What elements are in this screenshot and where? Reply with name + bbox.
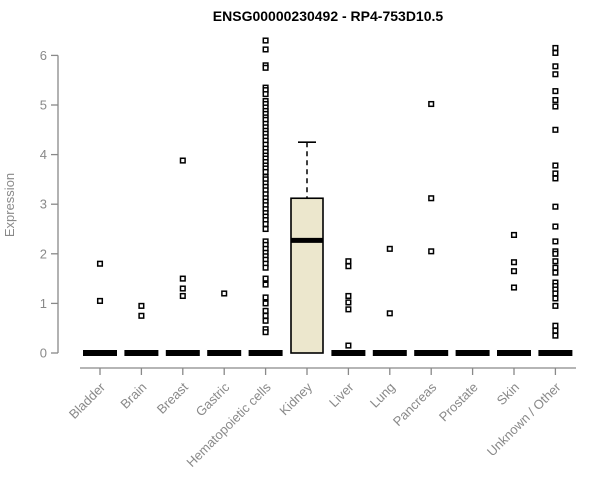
outlier-point bbox=[552, 290, 559, 297]
outlier-point bbox=[179, 292, 186, 300]
outlier-point bbox=[96, 297, 104, 304]
box bbox=[290, 197, 324, 354]
outlier-point bbox=[552, 264, 559, 271]
y-tick-label: 1 bbox=[40, 296, 47, 311]
outlier-point bbox=[262, 64, 269, 71]
outlier-point bbox=[262, 225, 269, 233]
outlier-point bbox=[552, 295, 559, 302]
x-tick-label: Pancreas bbox=[390, 379, 440, 429]
outlier-point bbox=[552, 162, 559, 169]
outlier-point bbox=[262, 46, 269, 53]
outlier-point bbox=[552, 322, 559, 329]
outlier-point bbox=[386, 310, 393, 317]
x-tick-label: Lung bbox=[367, 380, 398, 411]
outlier-point bbox=[345, 306, 352, 313]
outlier-point bbox=[428, 100, 435, 108]
x-tick-label: Brain bbox=[117, 380, 149, 412]
outlier-point bbox=[552, 175, 559, 182]
y-tick-label: 2 bbox=[40, 246, 47, 261]
outlier-point bbox=[552, 44, 559, 52]
outlier-point bbox=[552, 103, 559, 110]
outlier-point bbox=[552, 258, 559, 265]
x-tick-label: Prostate bbox=[436, 380, 481, 425]
outlier-point bbox=[510, 231, 518, 239]
y-tick-label: 4 bbox=[40, 147, 47, 162]
outlier-point bbox=[510, 259, 518, 266]
outlier-point bbox=[179, 285, 186, 292]
outlier-point bbox=[345, 258, 352, 265]
outlier-point bbox=[552, 63, 559, 70]
outlier-point bbox=[262, 281, 269, 288]
y-tick-label: 0 bbox=[40, 346, 47, 361]
outlier-point bbox=[510, 284, 518, 291]
outlier-point bbox=[552, 332, 559, 339]
outlier-point bbox=[428, 195, 435, 202]
outlier-point bbox=[138, 312, 145, 319]
outlier-point bbox=[262, 220, 269, 228]
outlier-point bbox=[552, 71, 559, 78]
x-tick-label: Bladder bbox=[66, 379, 109, 422]
outlier-point bbox=[510, 268, 518, 275]
x-tick-label: Skin bbox=[494, 380, 522, 408]
outlier-point bbox=[552, 170, 559, 177]
outlier-point bbox=[345, 342, 352, 349]
outlier-point bbox=[262, 168, 269, 176]
y-axis-label: Expression bbox=[2, 173, 17, 237]
y-tick-label: 6 bbox=[40, 48, 47, 63]
outlier-point bbox=[138, 302, 145, 309]
x-tick-label: Kidney bbox=[276, 379, 315, 418]
outlier-point bbox=[386, 245, 393, 252]
outlier-point bbox=[262, 317, 269, 324]
outlier-point bbox=[262, 275, 269, 282]
outlier-point bbox=[345, 299, 352, 306]
x-tick-label: Unknown / Other bbox=[484, 379, 564, 459]
x-tick-label: Liver bbox=[326, 379, 357, 410]
outlier-point bbox=[552, 203, 559, 210]
outlier-point bbox=[552, 223, 559, 230]
chart-title: ENSG00000230492 - RP4-753D10.5 bbox=[213, 8, 444, 24]
outlier-point bbox=[428, 248, 435, 255]
outlier-point bbox=[179, 157, 186, 164]
outlier-point bbox=[552, 126, 559, 133]
y-tick-label: 3 bbox=[40, 197, 47, 212]
outlier-point bbox=[552, 96, 559, 104]
outlier-point bbox=[552, 327, 559, 334]
outlier-point bbox=[345, 263, 352, 270]
outlier-point bbox=[96, 260, 104, 267]
outlier-point bbox=[345, 292, 352, 300]
x-tick-label: Gastric bbox=[193, 379, 233, 419]
y-tick-label: 5 bbox=[40, 98, 47, 113]
outlier-point bbox=[179, 275, 186, 282]
outlier-point bbox=[552, 269, 559, 276]
outlier-point bbox=[262, 307, 269, 314]
outlier-point bbox=[262, 91, 269, 98]
outlier-point bbox=[262, 312, 269, 319]
outlier-point bbox=[262, 329, 269, 336]
outlier-point bbox=[221, 290, 228, 297]
outlier-point bbox=[262, 264, 269, 271]
outlier-point bbox=[552, 250, 559, 257]
outlier-point bbox=[552, 238, 559, 245]
outlier-point bbox=[552, 49, 559, 56]
outlier-point bbox=[552, 302, 559, 309]
x-tick-label: Breast bbox=[154, 379, 191, 416]
outlier-point bbox=[552, 88, 559, 95]
outlier-point bbox=[262, 294, 269, 301]
outlier-point bbox=[262, 300, 269, 307]
outlier-point bbox=[262, 37, 269, 44]
